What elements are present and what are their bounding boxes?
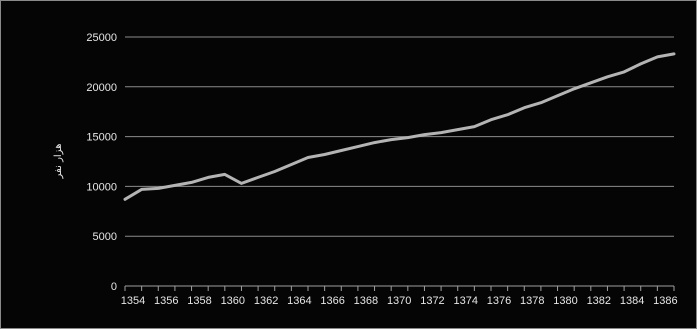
y-tick-label: 10000 xyxy=(86,181,117,193)
series-layer xyxy=(123,52,676,201)
x-tick-label: 1376 xyxy=(487,295,511,307)
tick-labels: 0 5000 10000 15000 20000 25000 1354 1356 1358 136… xyxy=(86,32,677,307)
x-tick-label: 1360 xyxy=(221,295,245,307)
y-axis-title: هزار نفر xyxy=(53,144,64,180)
x-tick-label: 1384 xyxy=(620,295,644,307)
x-tick-label: 1382 xyxy=(587,295,611,307)
x-tick-label: 1368 xyxy=(354,295,378,307)
x-tick-label: 1386 xyxy=(653,295,677,307)
y-tick-label: 20000 xyxy=(86,82,117,94)
x-tick-label: 1366 xyxy=(320,295,344,307)
x-tick-label: 1380 xyxy=(553,295,577,307)
y-tick-label: 5000 xyxy=(93,231,117,243)
x-tick-label: 1354 xyxy=(121,295,145,307)
axes xyxy=(124,285,675,291)
x-tick-label: 1372 xyxy=(420,295,444,307)
x-tick-label: 1358 xyxy=(187,295,211,307)
series-line-0 xyxy=(123,52,676,201)
x-tick-label: 1374 xyxy=(453,295,477,307)
y-tick-label: 25000 xyxy=(86,32,117,44)
x-tick-label: 1378 xyxy=(520,295,544,307)
x-tick-label: 1370 xyxy=(387,295,411,307)
gridlines xyxy=(125,36,674,237)
y-tick-label: 0 xyxy=(111,281,117,293)
x-tick-label: 1356 xyxy=(154,295,178,307)
x-tick-label: 1362 xyxy=(254,295,278,307)
x-tick-label: 1364 xyxy=(287,295,311,307)
y-tick-label: 15000 xyxy=(86,132,117,144)
